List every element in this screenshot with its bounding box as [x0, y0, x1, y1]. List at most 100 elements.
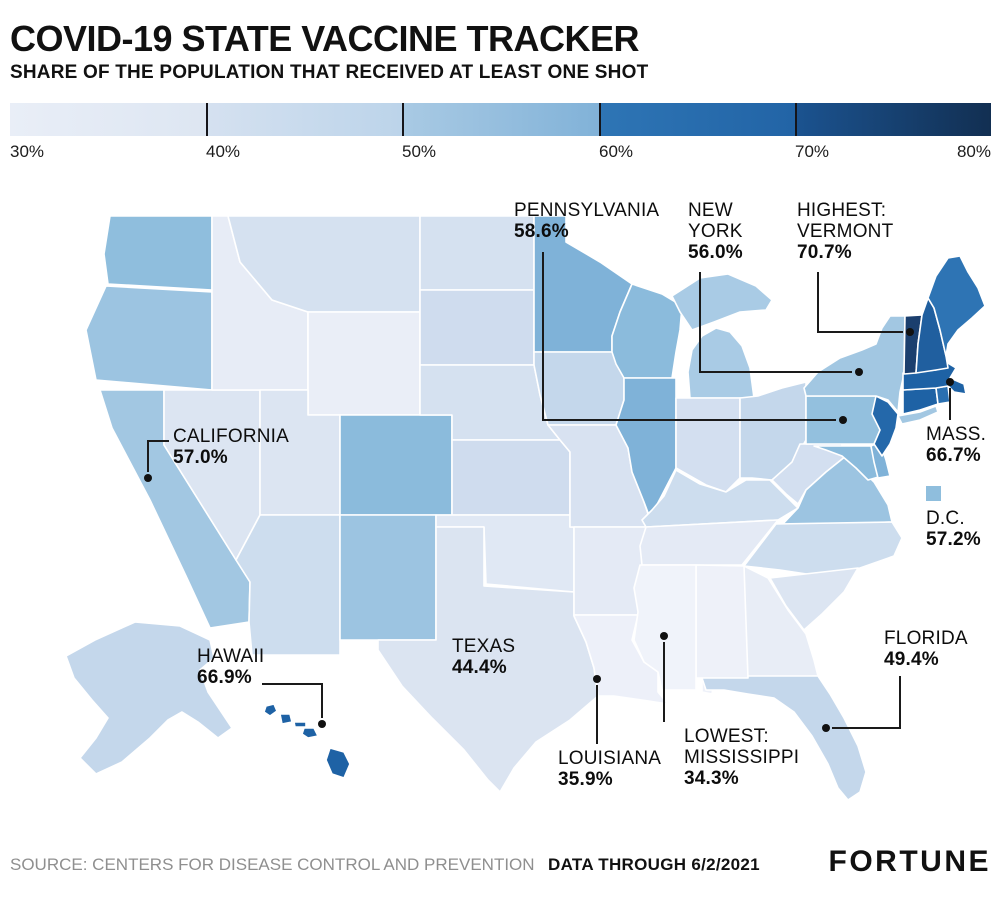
annotation-mississippi-line1: LOWEST: [684, 726, 769, 747]
scale-tick-60 [599, 103, 601, 136]
annotation-mass: MASS. 66.7% [926, 424, 986, 466]
annotation-dc-name: D.C. [926, 508, 965, 529]
annotation-pennsylvania-name: PENNSYLVANIA [514, 200, 660, 221]
annotation-vermont: HIGHEST: VERMONT 70.7% [797, 200, 893, 263]
dot-mass [946, 378, 954, 386]
state-AZ [235, 514, 341, 656]
annotation-new-york-value: 56.0% [688, 242, 743, 263]
scale-tick-40 [206, 103, 208, 136]
scale-label-80: 80% [956, 142, 991, 161]
scale-label-40: 40% [206, 142, 241, 161]
annotation-mass-value: 66.7% [926, 445, 981, 466]
dot-florida [822, 724, 830, 732]
scale-segment-30-40 [10, 103, 207, 136]
state-SD [419, 289, 535, 366]
state-HI-oahu [279, 713, 293, 725]
callout-line-florida [832, 676, 901, 729]
state-MI [687, 327, 755, 399]
page-subtitle: SHARE OF THE POPULATION THAT RECEIVED AT… [10, 62, 649, 83]
annotation-florida-value: 49.4% [884, 649, 939, 670]
state-HI-molokai [293, 721, 307, 728]
annotation-vermont-line1: HIGHEST: [797, 200, 887, 221]
state-OR [85, 285, 213, 391]
scale-segment-50-60 [402, 103, 599, 136]
state-MI-upper-peninsula [671, 273, 773, 331]
annotation-florida: FLORIDA 49.4% [884, 628, 968, 670]
callout-dots [144, 328, 954, 732]
dot-vermont [906, 328, 914, 336]
state-AK [65, 621, 233, 775]
annotation-mississippi-value: 34.3% [684, 768, 739, 789]
state-MS [633, 564, 697, 691]
annotation-texas-value: 44.4% [452, 657, 507, 678]
annotation-dc: D.C. 57.2% [926, 486, 981, 550]
scale-label-70: 70% [795, 142, 830, 161]
state-NY-long-island [897, 405, 939, 425]
scale-segment-40-50 [206, 103, 403, 136]
dot-pennsylvania [839, 416, 847, 424]
callout-line-hawaii [262, 683, 323, 718]
state-HI-maui [301, 727, 319, 739]
fortune-logo: FORTUNE [828, 845, 991, 878]
state-WY [307, 311, 421, 416]
annotation-california-value: 57.0% [173, 447, 228, 468]
callout-line-vermont [817, 272, 903, 333]
state-HI-kauai [263, 703, 278, 717]
callout-lines [147, 252, 951, 744]
data-through-label: DATA THROUGH 6/2/2021 [548, 855, 760, 874]
scale-segment-70-80 [794, 103, 992, 136]
annotation-texas: TEXAS 44.4% [452, 636, 515, 678]
annotation-florida-name: FLORIDA [884, 628, 968, 649]
annotation-mississippi: LOWEST: MISSISSIPPI 34.3% [684, 726, 799, 789]
annotation-new-york: NEW YORK 56.0% [688, 200, 743, 263]
dot-louisiana [593, 675, 601, 683]
color-scale-bar [10, 103, 992, 136]
state-HI-big-island [325, 747, 351, 779]
source-credit: SOURCE: CENTERS FOR DISEASE CONTROL AND … [10, 855, 535, 874]
callout-line-california [147, 440, 169, 472]
dot-california [144, 474, 152, 482]
scale-tick-50 [402, 103, 404, 136]
annotation-mass-name: MASS. [926, 424, 987, 445]
state-IA [533, 351, 625, 426]
annotation-hawaii: HAWAII 66.9% [197, 646, 264, 688]
state-ME [927, 255, 986, 357]
page-title: COVID-19 STATE VACCINE TRACKER [10, 18, 640, 59]
scale-tick-70 [795, 103, 797, 136]
scale-label-50: 50% [402, 142, 437, 161]
annotation-new-york-line2: YORK [688, 221, 743, 242]
state-KS [451, 439, 571, 516]
annotation-hawaii-value: 66.9% [197, 667, 252, 688]
annotation-louisiana: LOUISIANA 35.9% [558, 748, 661, 790]
annotation-dc-value: 57.2% [926, 529, 981, 550]
annotation-vermont-line2: VERMONT [797, 221, 894, 242]
state-NJ [871, 395, 899, 457]
callout-line-new-york [699, 272, 852, 373]
annotation-mississippi-line2: MISSISSIPPI [684, 747, 800, 768]
dc-color-swatch [926, 486, 941, 501]
annotation-louisiana-name: LOUISIANA [558, 748, 662, 769]
annotation-pennsylvania: PENNSYLVANIA 58.6% [514, 200, 659, 242]
state-AL [695, 564, 749, 695]
state-FL [701, 675, 867, 801]
dot-new-york [855, 368, 863, 376]
state-NC [743, 521, 903, 577]
scale-label-30: 30% [10, 142, 45, 161]
state-NM [339, 514, 437, 641]
annotation-california-name: CALIFORNIA [173, 426, 290, 447]
annotation-louisiana-value: 35.9% [558, 769, 613, 790]
annotation-texas-name: TEXAS [452, 636, 516, 657]
callout-line-pennsylvania [542, 252, 836, 421]
state-WA [103, 215, 213, 291]
scale-segment-60-70 [598, 103, 795, 136]
dot-mississippi [660, 632, 668, 640]
annotation-new-york-line1: NEW [688, 200, 733, 221]
annotation-california: CALIFORNIA 57.0% [173, 426, 289, 468]
dot-hawaii [318, 720, 326, 728]
annotation-hawaii-name: HAWAII [197, 646, 265, 667]
state-CO [339, 414, 453, 516]
annotation-vermont-value: 70.7% [797, 242, 852, 263]
annotation-pennsylvania-value: 58.6% [514, 221, 569, 242]
